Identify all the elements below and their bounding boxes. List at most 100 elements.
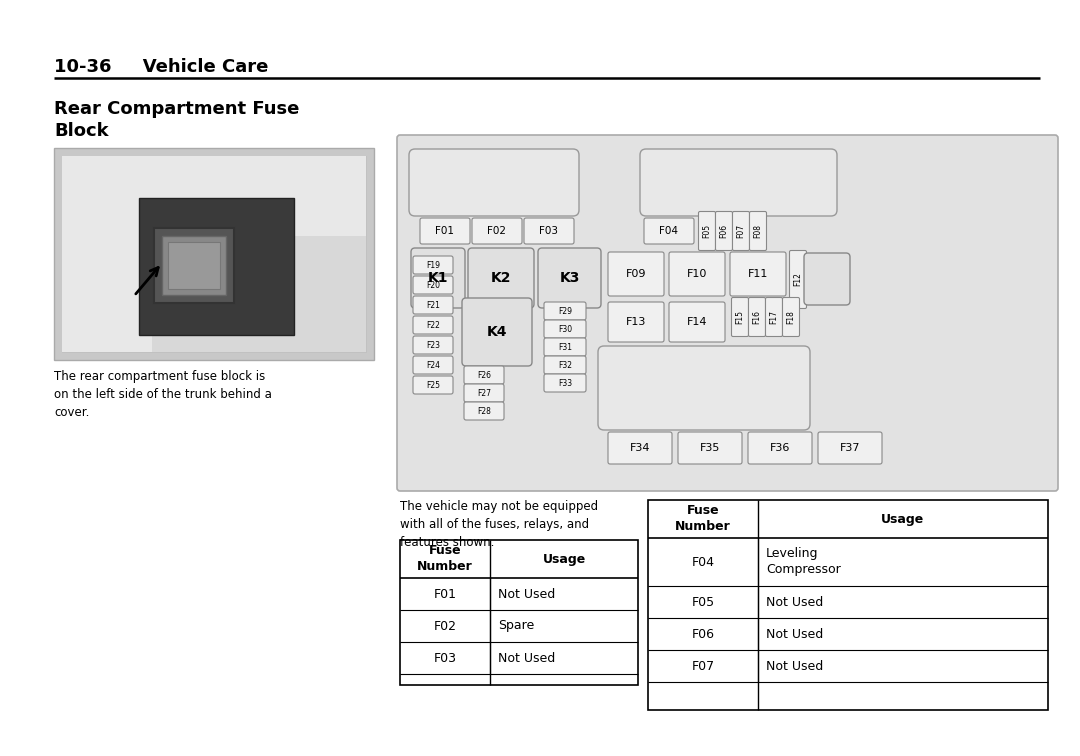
Text: F26: F26	[477, 370, 491, 380]
Text: The rear compartment fuse block is
on the left side of the trunk behind a
cover.: The rear compartment fuse block is on th…	[54, 370, 272, 419]
FancyBboxPatch shape	[413, 356, 453, 374]
FancyBboxPatch shape	[538, 248, 600, 308]
Bar	[139, 198, 294, 335]
Text: F35: F35	[700, 443, 720, 453]
FancyBboxPatch shape	[464, 384, 504, 402]
Text: F33: F33	[558, 379, 572, 388]
FancyBboxPatch shape	[468, 248, 534, 308]
Text: F34: F34	[630, 443, 650, 453]
FancyBboxPatch shape	[699, 212, 715, 250]
Text: F22: F22	[427, 321, 440, 330]
Text: F04: F04	[691, 556, 715, 569]
Text: K2: K2	[490, 271, 511, 285]
FancyBboxPatch shape	[413, 296, 453, 314]
Text: K1: K1	[428, 271, 448, 285]
FancyBboxPatch shape	[818, 432, 882, 464]
Text: K4: K4	[487, 325, 508, 339]
Text: F09: F09	[625, 269, 646, 279]
Text: F17: F17	[769, 310, 779, 324]
Text: F05: F05	[702, 224, 712, 238]
Text: F28: F28	[477, 407, 491, 416]
Text: F23: F23	[426, 340, 440, 349]
FancyBboxPatch shape	[413, 376, 453, 394]
Text: F27: F27	[477, 389, 491, 398]
Text: F18: F18	[786, 310, 796, 324]
Text: F08: F08	[754, 224, 762, 238]
Text: F07: F07	[691, 659, 715, 673]
FancyBboxPatch shape	[732, 212, 750, 250]
FancyBboxPatch shape	[715, 212, 732, 250]
FancyBboxPatch shape	[409, 149, 579, 216]
FancyBboxPatch shape	[748, 432, 812, 464]
Text: F03: F03	[540, 226, 558, 236]
FancyBboxPatch shape	[420, 218, 470, 244]
FancyBboxPatch shape	[669, 252, 725, 296]
FancyBboxPatch shape	[462, 298, 532, 366]
Text: F04: F04	[660, 226, 678, 236]
Bar	[62, 156, 152, 352]
Text: Fuse
Number: Fuse Number	[675, 504, 731, 534]
Bar	[400, 540, 638, 685]
Text: F32: F32	[558, 361, 572, 370]
Bar	[168, 242, 220, 289]
Text: F21: F21	[427, 300, 440, 309]
Text: Rear Compartment Fuse
Block: Rear Compartment Fuse Block	[54, 100, 299, 140]
FancyBboxPatch shape	[789, 250, 807, 308]
FancyBboxPatch shape	[678, 432, 742, 464]
Text: F13: F13	[625, 317, 646, 327]
FancyBboxPatch shape	[413, 316, 453, 334]
Text: Not Used: Not Used	[498, 587, 555, 600]
Text: F16: F16	[753, 310, 761, 324]
FancyBboxPatch shape	[524, 218, 573, 244]
Text: Leveling
Compressor: Leveling Compressor	[766, 547, 840, 577]
Text: F24: F24	[426, 361, 440, 370]
Text: Usage: Usage	[542, 553, 585, 565]
FancyBboxPatch shape	[413, 256, 453, 274]
Text: Fuse
Number: Fuse Number	[417, 544, 473, 574]
Bar	[154, 228, 234, 303]
Bar	[162, 236, 226, 295]
FancyBboxPatch shape	[804, 253, 850, 305]
Text: F01: F01	[433, 587, 457, 600]
FancyBboxPatch shape	[413, 276, 453, 294]
Text: Not Used: Not Used	[766, 659, 823, 673]
FancyBboxPatch shape	[766, 298, 783, 336]
Text: The vehicle may not be equipped
with all of the fuses, relays, and
features show: The vehicle may not be equipped with all…	[400, 500, 598, 549]
FancyBboxPatch shape	[783, 298, 799, 336]
Text: F14: F14	[687, 317, 707, 327]
Text: F02: F02	[433, 619, 457, 633]
Text: F03: F03	[433, 652, 457, 665]
FancyBboxPatch shape	[544, 374, 586, 392]
Text: F11: F11	[747, 269, 768, 279]
FancyBboxPatch shape	[413, 336, 453, 354]
Text: Not Used: Not Used	[766, 596, 823, 609]
Text: Not Used: Not Used	[766, 627, 823, 640]
FancyBboxPatch shape	[397, 135, 1058, 491]
FancyBboxPatch shape	[598, 346, 810, 430]
FancyBboxPatch shape	[544, 356, 586, 374]
FancyBboxPatch shape	[730, 252, 786, 296]
Text: F37: F37	[840, 443, 861, 453]
Text: F29: F29	[558, 306, 572, 315]
Text: K3: K3	[559, 271, 580, 285]
Text: F05: F05	[691, 596, 715, 609]
Text: Not Used: Not Used	[498, 652, 555, 665]
Text: F19: F19	[426, 261, 440, 269]
FancyBboxPatch shape	[640, 149, 837, 216]
FancyBboxPatch shape	[608, 252, 664, 296]
FancyBboxPatch shape	[411, 248, 465, 308]
FancyBboxPatch shape	[608, 302, 664, 342]
Text: F06: F06	[691, 627, 715, 640]
FancyBboxPatch shape	[748, 298, 766, 336]
Bar	[54, 148, 374, 360]
Text: F20: F20	[426, 280, 440, 290]
Text: F30: F30	[558, 324, 572, 333]
FancyBboxPatch shape	[464, 402, 504, 420]
FancyBboxPatch shape	[472, 218, 522, 244]
Bar	[134, 156, 366, 236]
Bar	[62, 156, 366, 352]
Text: F01: F01	[435, 226, 455, 236]
Text: Spare: Spare	[498, 619, 535, 633]
FancyBboxPatch shape	[544, 320, 586, 338]
Text: F06: F06	[719, 224, 729, 238]
